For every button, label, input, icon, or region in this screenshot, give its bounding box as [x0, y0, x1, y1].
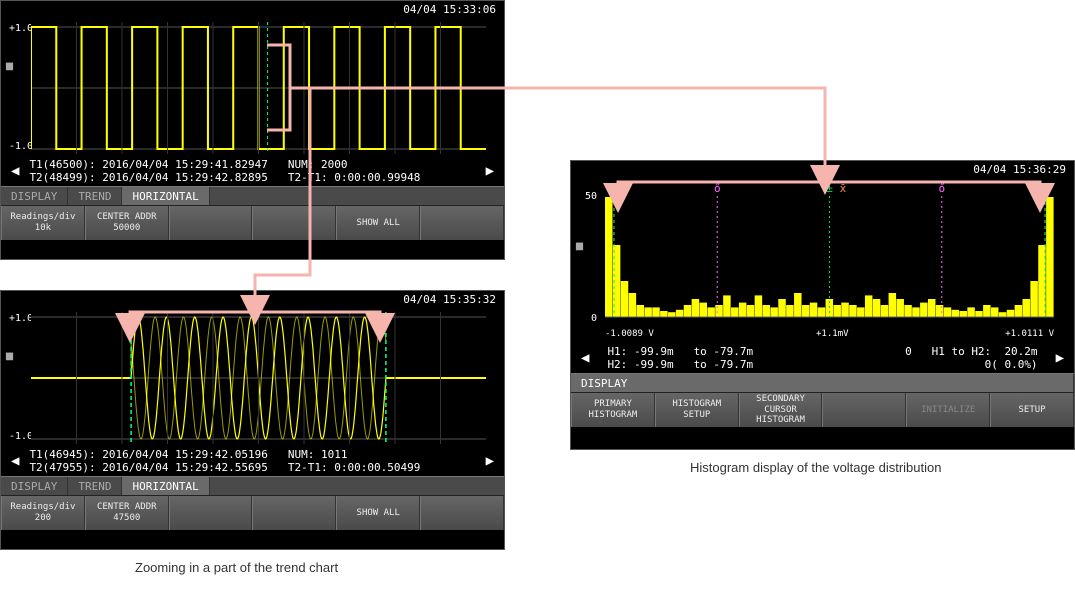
- softkey-empty-2: [252, 496, 336, 530]
- softkey-empty-3: [420, 206, 504, 240]
- pause-icon: ▮▮: [5, 351, 12, 362]
- h2-value: -99.9m: [634, 358, 674, 371]
- cursor-info-row: ◀ T1(46500): 2016/04/04 15:29:41.82947 T…: [1, 156, 504, 186]
- plot-area: [31, 22, 486, 154]
- caption-zoom: Zooming in a part of the trend chart: [135, 560, 338, 575]
- cursor-info-row: ◀ T1(46945): 2016/04/04 15:29:42.05196 T…: [1, 446, 504, 476]
- tab-display[interactable]: DISPLAY: [1, 187, 68, 205]
- h2-to: to -79.7m: [694, 358, 754, 371]
- t2t1-label: T2-T1: 0:00:00.50499: [288, 461, 420, 474]
- trend-panel-top: 04/04 15:33:06 ▮▮ +1.0 -1.0 ◀ T1(46500):…: [0, 0, 505, 260]
- t1-label: T1(46945):: [29, 448, 95, 461]
- arrow-right-icon[interactable]: ▶: [486, 453, 494, 469]
- softkey-primary-histogram[interactable]: PRIMARY HISTOGRAM: [571, 393, 655, 427]
- t2-value: 2016/04/04 15:29:42.82895: [102, 171, 268, 184]
- trend-panel-zoom: 04/04 15:35:32 ▮▮ +1.0 -1.0 ◀ T1(46945):…: [0, 290, 505, 550]
- arrow-right-icon[interactable]: ▶: [1056, 350, 1064, 366]
- softkey-empty-1: [169, 496, 253, 530]
- arrow-right-icon[interactable]: ▶: [486, 163, 494, 179]
- softkey-center-addr[interactable]: CENTER ADDR 47500: [85, 496, 169, 530]
- h1-label: H1:: [607, 345, 627, 358]
- y-axis-top: +1.0: [9, 313, 33, 324]
- softkey-initialize[interactable]: INITIALIZE: [906, 393, 990, 427]
- tab-bar: DISPLAY: [571, 373, 1074, 393]
- t2-label: T2(47955):: [29, 461, 95, 474]
- y-axis-top: 50: [585, 191, 597, 202]
- histogram-svg: [605, 182, 1054, 327]
- softkey-readings-div[interactable]: Readings/div 10k: [1, 206, 85, 240]
- y-axis-bot: -1.0: [9, 431, 33, 442]
- tab-display[interactable]: DISPLAY: [571, 374, 1074, 392]
- histogram-plot: ő ő ± x̄: [605, 182, 1054, 327]
- sigma-left-marker: ő: [714, 182, 721, 195]
- softkey-empty-3: [420, 496, 504, 530]
- t1-label: T1(46500):: [29, 158, 95, 171]
- softkey-row: PRIMARY HISTOGRAM HISTOGRAM SETUP SECOND…: [571, 393, 1074, 427]
- x-axis-mid: +1.1mV: [816, 329, 849, 339]
- pause-icon: ▮▮: [575, 241, 582, 252]
- t2-label: T2(48499):: [29, 171, 95, 184]
- tab-display[interactable]: DISPLAY: [1, 477, 68, 495]
- tab-bar: DISPLAY TREND HORIZONTAL: [1, 476, 504, 496]
- h1-value: -99.9m: [634, 345, 674, 358]
- timestamp: 04/04 15:36:29: [571, 161, 1074, 178]
- waveform-svg: [31, 312, 486, 444]
- h1h2-label: H1 to H2:: [932, 345, 992, 358]
- num-label: NUM: 1011: [288, 448, 348, 461]
- cursor-info-row: ◀ H1: -99.9m to -79.7m H2: -99.9m to -79…: [571, 343, 1074, 373]
- tab-bar: DISPLAY TREND HORIZONTAL: [1, 186, 504, 206]
- t1-value: 2016/04/04 15:29:41.82947: [102, 158, 268, 171]
- timestamp: 04/04 15:33:06: [1, 1, 504, 18]
- softkey-center-addr[interactable]: CENTER ADDR 50000: [85, 206, 169, 240]
- softkey-readings-div[interactable]: Readings/div 200: [1, 496, 85, 530]
- softkey-show-all[interactable]: SHOW ALL: [336, 496, 420, 530]
- t2t1-label: T2-T1: 0:00:00.99948: [288, 171, 420, 184]
- h2-count: 0( 0.0%): [985, 358, 1038, 371]
- caption-histogram: Histogram display of the voltage distrib…: [690, 460, 941, 475]
- arrow-left-icon[interactable]: ◀: [11, 453, 19, 469]
- tab-horizontal[interactable]: HORIZONTAL: [122, 477, 209, 495]
- y-axis-bot: 0: [591, 313, 597, 324]
- softkey-row: Readings/div 200 CENTER ADDR 47500 SHOW …: [1, 496, 504, 530]
- tab-trend[interactable]: TREND: [68, 477, 122, 495]
- mean-marker: ±: [826, 182, 833, 195]
- histogram-markers: ő ő ± x̄: [605, 182, 1054, 196]
- arrow-left-icon[interactable]: ◀: [11, 163, 19, 179]
- sigma-right-marker: ő: [938, 182, 945, 195]
- softkey-empty-1: [169, 206, 253, 240]
- waveform-svg: [31, 22, 486, 154]
- softkey-histogram-setup[interactable]: HISTOGRAM SETUP: [655, 393, 739, 427]
- x-axis-right: +1.0111 V: [1005, 329, 1054, 339]
- histogram-panel: 04/04 15:36:29 ▮▮ 50 0 ő ő ± x̄ -1.0089 V +…: [570, 160, 1075, 450]
- softkey-show-all[interactable]: SHOW ALL: [336, 206, 420, 240]
- t1-value: 2016/04/04 15:29:42.05196: [102, 448, 268, 461]
- h2-label: H2:: [607, 358, 627, 371]
- t2-value: 2016/04/04 15:29:42.55695: [102, 461, 268, 474]
- h1h2-value: 20.2m: [1004, 345, 1037, 358]
- h1-to: to -79.7m: [694, 345, 754, 358]
- softkey-setup[interactable]: SETUP: [990, 393, 1074, 427]
- softkey-empty: [822, 393, 906, 427]
- num-label: NUM: 2000: [288, 158, 348, 171]
- softkey-row: Readings/div 10k CENTER ADDR 50000 SHOW …: [1, 206, 504, 240]
- plot-area: [31, 312, 486, 444]
- y-axis-bot: -1.0: [9, 141, 33, 152]
- xbar-marker: x̄: [840, 182, 847, 195]
- softkey-empty-2: [252, 206, 336, 240]
- tab-trend[interactable]: TREND: [68, 187, 122, 205]
- h1-count: 0: [905, 345, 912, 358]
- tab-horizontal[interactable]: HORIZONTAL: [122, 187, 209, 205]
- y-axis-top: +1.0: [9, 23, 33, 34]
- softkey-secondary-cursor-histogram[interactable]: SECONDARY CURSOR HISTOGRAM: [739, 393, 823, 427]
- x-axis-left: -1.0089 V: [605, 329, 654, 339]
- timestamp: 04/04 15:35:32: [1, 291, 504, 308]
- pause-icon: ▮▮: [5, 61, 12, 72]
- arrow-left-icon[interactable]: ◀: [581, 350, 589, 366]
